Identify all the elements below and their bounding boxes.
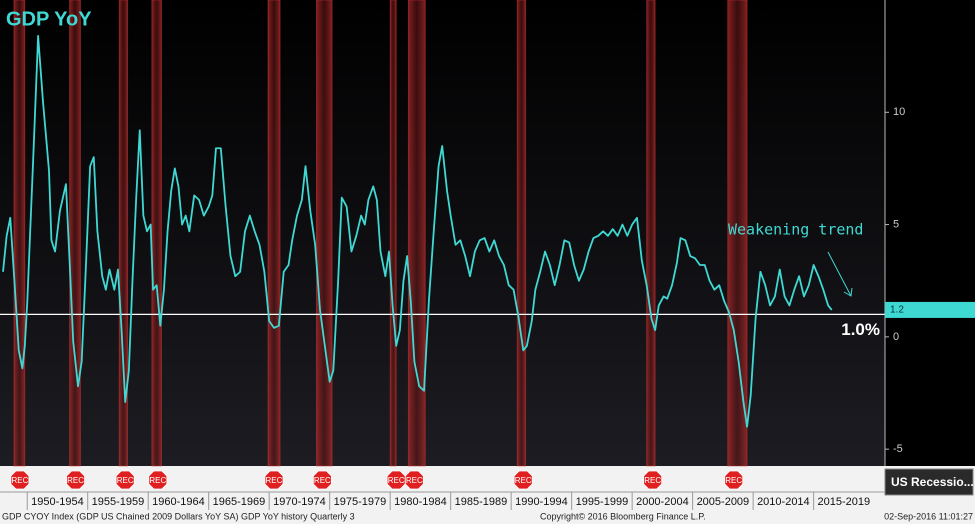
- recession-badge: [724, 470, 744, 490]
- legend-label[interactable]: US Recessio...: [891, 475, 974, 489]
- recession-label: REC: [644, 476, 661, 485]
- x-tick-label: 1960-1964: [152, 496, 205, 508]
- data-line: [2, 35, 833, 428]
- recession-label: REC: [11, 476, 28, 485]
- recession-band: [151, 0, 162, 467]
- footer-copyright: Copyright© 2016 Bloomberg Finance L.P.: [540, 511, 706, 521]
- recession-band: [727, 0, 748, 467]
- recession-badge: [643, 470, 663, 490]
- recession-band: [646, 0, 656, 467]
- recession-label: REC: [149, 476, 166, 485]
- recession-badge: [66, 470, 85, 490]
- recession-label: REC: [725, 476, 742, 485]
- annotation-arrow: [827, 251, 852, 297]
- annotation-arrowhead: [843, 287, 853, 297]
- recession-label: REC: [266, 476, 283, 485]
- y-tick-label: 0: [893, 331, 899, 343]
- x-tick-label: 1950-1954: [31, 496, 84, 508]
- x-tick-label: 2015-2019: [818, 496, 871, 508]
- recession-label: REC: [388, 476, 405, 485]
- recession-badge: [115, 470, 135, 490]
- last-value-tag: [885, 301, 975, 318]
- footer-source: GDP CYOY Index (GDP US Chained 2009 Doll…: [2, 511, 355, 521]
- axis-panel: [885, 0, 975, 466]
- recession-badge: [404, 470, 424, 490]
- recession-label: REC: [406, 476, 423, 485]
- x-tick-label: 1985-1989: [455, 496, 508, 508]
- recession-bands: [13, 0, 748, 467]
- recession-label: REC: [314, 476, 331, 485]
- y-tick-label: 10: [893, 106, 905, 118]
- recession-band: [267, 0, 281, 467]
- plot-lines: [0, 35, 975, 428]
- recession-band: [13, 0, 26, 467]
- reference-label: 1.0%: [841, 320, 880, 339]
- recession-badge: [513, 470, 533, 490]
- recession-band: [516, 0, 527, 467]
- x-tick-label: 2005-2009: [697, 496, 750, 508]
- recession-label: REC: [67, 476, 84, 485]
- annotation: Weakening trend: [728, 221, 863, 239]
- footer-timestamp: 02-Sep-2016 11:01:27: [884, 511, 973, 521]
- recession-band: [407, 0, 426, 467]
- x-tick-label: 1990-1994: [515, 496, 568, 508]
- x-tick-label: 1995-1999: [576, 496, 629, 508]
- recession-band: [389, 0, 397, 467]
- legend-box[interactable]: [884, 468, 974, 496]
- recession-label: REC: [117, 476, 134, 485]
- y-tick-label: 5: [893, 218, 899, 230]
- last-value-label: 1.2: [890, 305, 904, 316]
- recession-badge: [264, 470, 284, 490]
- recession-band: [118, 0, 129, 467]
- recession-badge: [386, 470, 406, 490]
- recession-label: REC: [515, 476, 532, 485]
- recession-badge: [312, 470, 332, 490]
- x-tick-label: 1970-1974: [273, 496, 326, 508]
- x-tick-label: 2000-2004: [636, 496, 689, 508]
- recession-badge: [10, 470, 30, 490]
- x-tick-label: 1955-1959: [92, 496, 145, 508]
- x-tick-label: 1980-1984: [394, 496, 447, 508]
- recession-band: [315, 0, 333, 467]
- y-tick-label: -5: [893, 443, 903, 455]
- recession-badge: [148, 470, 168, 490]
- x-tick-label: 2010-2014: [757, 496, 810, 508]
- x-tick-label: 1965-1969: [213, 496, 266, 508]
- chart-title: GDP YoY: [6, 8, 92, 30]
- x-tick-label: 1975-1979: [334, 496, 387, 508]
- recession-band: [69, 0, 81, 467]
